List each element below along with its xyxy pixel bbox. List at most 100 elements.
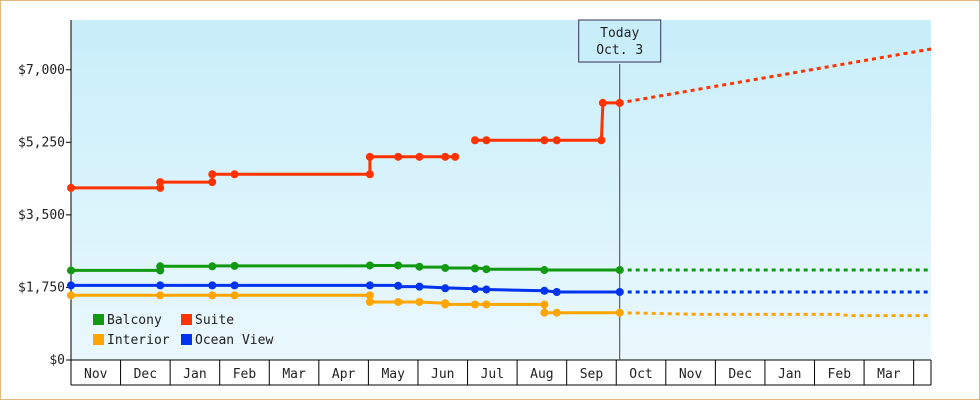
legend-swatch-interior (93, 334, 104, 345)
data-point-balcony (615, 266, 624, 275)
data-point-balcony (415, 262, 424, 271)
data-point-suite (208, 170, 217, 179)
data-point-ocean-view (415, 282, 424, 291)
x-tick-label: Mar (877, 367, 901, 382)
data-point-interior (470, 300, 479, 309)
data-point-suite (67, 183, 75, 192)
data-point-interior (365, 291, 374, 300)
data-point-suite (470, 136, 479, 145)
series-interior (67, 291, 931, 318)
data-point-suite (615, 98, 624, 107)
y-tick-label: $0 (49, 353, 65, 368)
data-point-balcony (365, 261, 374, 270)
y-tick-label: $5,250 (18, 135, 65, 150)
data-point-ocean-view (615, 288, 624, 296)
data-point-balcony (156, 262, 165, 271)
data-point-ocean-view (482, 285, 491, 294)
data-point-balcony (67, 266, 75, 275)
today-date: Oct. 3 (596, 43, 643, 58)
x-tick-label: Nov (84, 367, 108, 382)
data-point-balcony (230, 261, 239, 270)
x-tick-label: Jun (431, 367, 454, 382)
data-point-balcony (482, 265, 491, 274)
data-point-ocean-view (470, 285, 479, 294)
x-tick-label: Feb (828, 367, 852, 382)
data-point-interior (156, 291, 165, 300)
data-point-interior (67, 291, 75, 300)
data-point-suite (552, 136, 561, 145)
legend: Balcony Suite Interior Ocean View (93, 313, 273, 348)
data-point-suite (394, 152, 403, 161)
data-point-ocean-view (67, 281, 75, 290)
y-tick-label: $3,500 (18, 208, 65, 223)
data-point-interior (365, 297, 374, 306)
data-point-interior (394, 297, 403, 306)
data-point-ocean-view (394, 281, 403, 290)
x-tick-label: Jan (183, 367, 206, 382)
data-point-interior (615, 308, 624, 317)
legend-label-balcony: Balcony (107, 313, 162, 328)
data-point-suite (365, 170, 374, 179)
x-tick-label: Sep (580, 367, 604, 382)
y-tick-label: $7,000 (18, 63, 65, 78)
data-point-balcony (470, 264, 479, 273)
x-tick-label: Dec (134, 367, 157, 382)
x-tick-label: Jul (481, 367, 504, 382)
legend-swatch-suite (181, 314, 192, 325)
data-point-ocean-view (230, 281, 239, 290)
projection-line-interior (619, 311, 931, 318)
x-tick-label: Apr (332, 367, 356, 382)
data-point-balcony (394, 261, 403, 270)
legend-label-interior: Interior (107, 333, 170, 348)
data-point-suite (208, 178, 217, 187)
legend-label-ocean-view: Ocean View (195, 333, 273, 348)
data-point-balcony (208, 262, 217, 271)
x-tick-label: Feb (233, 367, 257, 382)
x-tick-label: May (381, 367, 405, 382)
series-balcony (67, 261, 931, 275)
data-point-suite (365, 152, 374, 161)
legend-label-suite: Suite (195, 313, 234, 328)
data-point-ocean-view (208, 281, 217, 290)
data-point-ocean-view (540, 286, 549, 295)
data-point-interior (230, 291, 239, 300)
x-tick-label: Nov (679, 367, 703, 382)
data-point-suite (598, 98, 607, 107)
data-point-interior (415, 297, 424, 306)
x-tick-label: Aug (530, 367, 553, 382)
data-point-interior (208, 291, 217, 300)
today-box (578, 19, 662, 63)
data-point-balcony (540, 266, 549, 275)
x-tick-label: Mar (282, 367, 306, 382)
series-ocean-view (67, 281, 931, 296)
data-point-suite (451, 152, 460, 161)
data-point-interior (540, 308, 549, 317)
data-point-suite (441, 152, 450, 161)
data-point-suite (482, 136, 491, 145)
data-point-interior (441, 299, 450, 308)
x-axis: Nov Dec Jan Feb Mar Apr May Jun Jul Aug Sep Oct Nov D… (70, 359, 932, 386)
legend-swatch-balcony (93, 314, 104, 325)
data-point-suite (540, 136, 549, 145)
data-point-ocean-view (156, 281, 165, 290)
data-point-suite (156, 178, 165, 187)
today-label: Today (600, 26, 639, 41)
y-axis: $0 $1,750 $3,500 $5,250 $7,000 (18, 20, 72, 368)
series-suite (67, 47, 932, 192)
series-lines (67, 47, 932, 318)
data-point-balcony (441, 263, 450, 272)
data-point-suite (597, 136, 606, 145)
data-point-ocean-view (365, 281, 374, 290)
x-tick-label: Dec (728, 367, 751, 382)
data-point-ocean-view (441, 284, 450, 293)
x-tick-label: Jan (778, 367, 801, 382)
today-marker: Today Oct. 3 (578, 19, 662, 360)
data-point-suite (156, 183, 165, 192)
data-point-suite (415, 152, 424, 161)
data-point-interior (482, 300, 491, 309)
data-point-suite (230, 170, 239, 179)
data-point-interior (540, 300, 549, 309)
y-tick-label: $1,750 (18, 280, 65, 295)
data-point-interior (552, 308, 561, 317)
